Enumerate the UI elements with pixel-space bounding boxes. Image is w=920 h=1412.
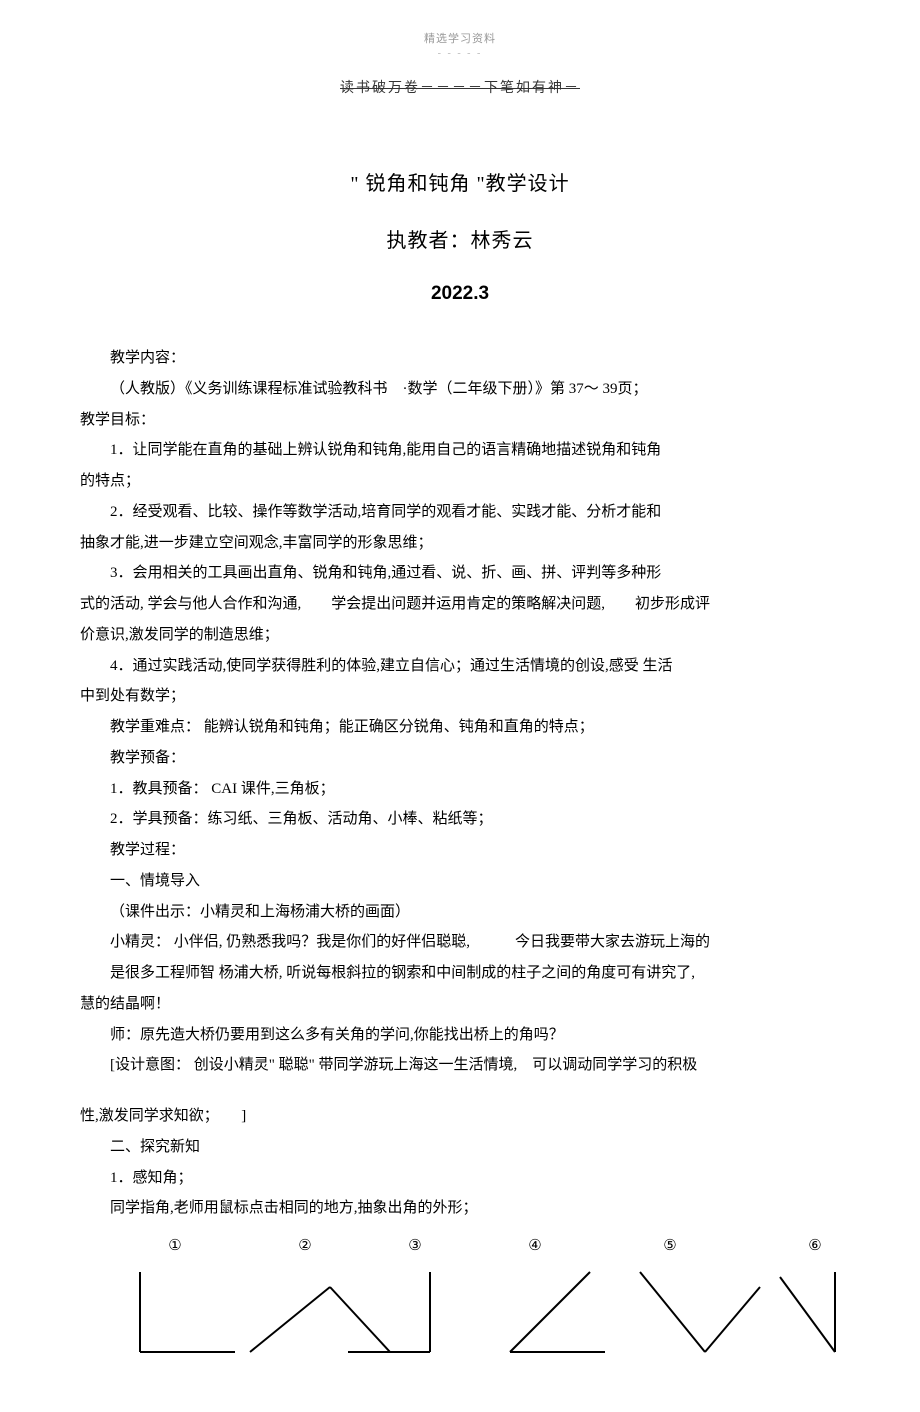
para-sprite2b: 慧的结晶啊！ — [80, 989, 840, 1020]
para-design-a: [设计意图： 创设小精灵" 聪聪" 带同学游玩上海这一生活情境, 可以调动同学学… — [80, 1050, 840, 1081]
para-goal4-a: 4．通过实践活动,使同学获得胜利的体验,建立自信心；通过生活情境的创设,感受 生… — [80, 651, 840, 682]
meta-dashes: - - - - - — [80, 48, 840, 59]
svg-text:⑥: ⑥ — [808, 1238, 821, 1254]
para-goals-h: 教学目标： — [80, 405, 840, 436]
meta-text: 精选学习资料 — [80, 30, 840, 46]
svg-text:①: ① — [168, 1238, 181, 1254]
para-goal2-a: 2．经受观看、比较、操作等数学活动,培育同学的观看才能、实践才能、分析才能和 — [80, 497, 840, 528]
para-sprite2a: 是很多工程师智 杨浦大桥, 听说每根斜拉的钢索和中间制成的柱子之间的角度可有讲究… — [80, 958, 840, 989]
svg-text:⑤: ⑤ — [663, 1238, 676, 1254]
page-date: 2022.3 — [80, 283, 840, 305]
svg-text:③: ③ — [408, 1238, 421, 1254]
para-teaching-content-h: 教学内容： — [80, 343, 840, 374]
para-textbook-ref: （人教版）《义务训练课程标准试验教科书 ·数学（二年级下册）》第 37～ 39页… — [80, 374, 840, 405]
para-goal3-b: 式的活动, 学会与他人合作和沟通, 学会提出问题并运用肯定的策略解决问题, 初步… — [80, 589, 840, 620]
para-section2-h: 二、探究新知 — [80, 1132, 840, 1163]
para-courseware: （课件出示：小精灵和上海杨浦大桥的画面） — [80, 897, 840, 928]
page-subtitle: 执教者：林秀云 — [80, 224, 840, 253]
angles-diagram: ① ② ③ ④ ⑤ ⑥ — [80, 1232, 840, 1372]
para-section1-h: 一、情境导入 — [80, 866, 840, 897]
para-goal2-b: 抽象才能,进一步建立空间观念,丰富同学的形象思维； — [80, 528, 840, 559]
body-content: 教学内容： （人教版）《义务训练课程标准试验教科书 ·数学（二年级下册）》第 3… — [80, 343, 840, 1372]
header-meta: 精选学习资料 - - - - - — [80, 30, 840, 59]
para-goal1-b: 的特点； — [80, 466, 840, 497]
para-sprite1: 小精灵： 小伴侣, 仍熟悉我吗？我是你们的好伴侣聪聪, 今日我要带大家去游玩上海… — [80, 927, 840, 958]
page-title: " 锐角和钝角 "教学设计 — [80, 167, 840, 196]
para-design-b: 性,激发同学求知欲； ] — [80, 1101, 840, 1132]
para-step1-desc: 同学指角,老师用鼠标点击相同的地方,抽象出角的外形； — [80, 1193, 840, 1224]
para-teacher-q: 师：原先造大桥仍要用到这么多有关角的学问,你能找出桥上的角吗？ — [80, 1020, 840, 1051]
para-process-h: 教学过程： — [80, 835, 840, 866]
para-goal3-a: 3．会用相关的工具画出直角、锐角和钝角,通过看、说、折、画、拼、评判等多种形 — [80, 558, 840, 589]
para-prep-h: 教学预备： — [80, 743, 840, 774]
para-goal1-a: 1．让同学能在直角的基础上辨认锐角和钝角,能用自己的语言精确地描述锐角和钝角 — [80, 435, 840, 466]
para-prep1: 1．教具预备： CAI 课件,三角板； — [80, 774, 840, 805]
para-step1: 1．感知角； — [80, 1163, 840, 1194]
para-goal4-b: 中到处有数学； — [80, 681, 840, 712]
para-goal3-c: 价意识,激发同学的制造思维； — [80, 620, 840, 651]
document-page: 精选学习资料 - - - - - 读书破万卷－－－－下笔如有神－ " 锐角和钝角… — [0, 0, 920, 1412]
svg-text:②: ② — [298, 1238, 311, 1254]
para-keypoints: 教学重难点： 能辨认锐角和钝角；能正确区分锐角、钝角和直角的特点； — [80, 712, 840, 743]
para-prep2: 2．学具预备：练习纸、三角板、活动角、小棒、粘纸等； — [80, 804, 840, 835]
header-strike-line: 读书破万卷－－－－下笔如有神－ — [80, 77, 840, 97]
svg-text:④: ④ — [528, 1238, 541, 1254]
